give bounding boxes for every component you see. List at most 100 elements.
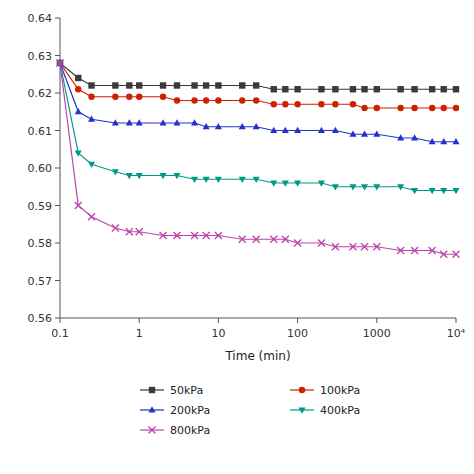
point [271, 86, 277, 92]
point [136, 228, 143, 235]
legend-marker [149, 387, 155, 393]
y-tick-label: 0.63 [28, 50, 53, 63]
y-tick-label: 0.57 [28, 275, 53, 288]
point [397, 247, 404, 254]
x-tick [297, 318, 298, 323]
point [203, 232, 210, 239]
point [294, 239, 301, 246]
point [453, 86, 459, 92]
y-tick [55, 205, 60, 206]
point [126, 173, 133, 179]
point [270, 180, 277, 186]
point [174, 82, 180, 88]
point [282, 180, 289, 186]
x-tick [456, 318, 457, 323]
series-line [60, 63, 456, 108]
point [191, 177, 198, 183]
point [75, 86, 81, 92]
point [112, 169, 119, 175]
legend-label: 50kPa [170, 384, 203, 397]
x-axis-label: Time (min) [224, 349, 290, 363]
series-line [60, 63, 456, 89]
point [112, 94, 118, 100]
point [126, 228, 133, 235]
point [397, 86, 403, 92]
point [203, 123, 210, 129]
point [174, 97, 180, 103]
legend-item: 400kPa [290, 404, 360, 417]
y-tick [55, 130, 60, 131]
point [75, 75, 81, 81]
point [173, 119, 180, 125]
y-tick-label: 0.59 [28, 200, 53, 213]
point [88, 94, 94, 100]
legend-marker [148, 406, 155, 412]
point [441, 105, 447, 111]
point [136, 119, 143, 125]
point [253, 236, 260, 243]
point [318, 127, 325, 133]
point [397, 134, 404, 140]
point [440, 188, 447, 194]
point [332, 86, 338, 92]
point [349, 184, 356, 190]
y-tick [55, 18, 60, 19]
point [349, 130, 356, 136]
point [452, 138, 459, 144]
x-axis-line [60, 318, 456, 319]
chart: 0.560.570.580.590.600.610.620.630.640.11… [0, 0, 474, 474]
point [411, 134, 418, 140]
x-tick-label: 100 [287, 327, 308, 340]
point [253, 177, 260, 183]
y-tick [55, 280, 60, 281]
legend-label: 100kPa [320, 384, 360, 397]
y-tick-label: 0.61 [28, 125, 53, 138]
point [136, 82, 142, 88]
legend-label: 200kPa [170, 404, 210, 417]
point [373, 184, 380, 190]
point [126, 119, 133, 125]
point [215, 123, 222, 129]
legend-label: 800kPa [170, 424, 210, 437]
point [397, 105, 403, 111]
x-tick-label: 10⁴ [447, 327, 466, 340]
point [160, 94, 166, 100]
y-tick-label: 0.60 [28, 162, 53, 175]
y-tick [55, 318, 60, 319]
point [173, 232, 180, 239]
point [361, 130, 368, 136]
legend-item: 50kPa [140, 384, 203, 397]
point [282, 101, 288, 107]
point [429, 138, 436, 144]
legend-marker [299, 387, 305, 393]
point [215, 232, 222, 239]
point [239, 123, 246, 129]
point [160, 119, 167, 125]
point [294, 86, 300, 92]
point [203, 82, 209, 88]
point [282, 127, 289, 133]
plot-area [56, 59, 459, 258]
x-tick [376, 318, 377, 323]
point [253, 97, 259, 103]
y-tick-label: 0.62 [28, 87, 53, 100]
point [88, 213, 95, 220]
point [411, 247, 418, 254]
x-tick [218, 318, 219, 323]
point [294, 180, 301, 186]
point [411, 105, 417, 111]
point [239, 97, 245, 103]
point [361, 184, 368, 190]
x-tick-label: 0.1 [51, 327, 69, 340]
point [318, 239, 325, 246]
point [373, 130, 380, 136]
point [429, 105, 435, 111]
point [88, 115, 95, 121]
point [126, 94, 132, 100]
point [203, 97, 209, 103]
point [361, 243, 368, 250]
x-tick-label: 1 [136, 327, 143, 340]
point [429, 247, 436, 254]
y-tick-label: 0.64 [28, 12, 53, 25]
series-line [60, 63, 456, 191]
